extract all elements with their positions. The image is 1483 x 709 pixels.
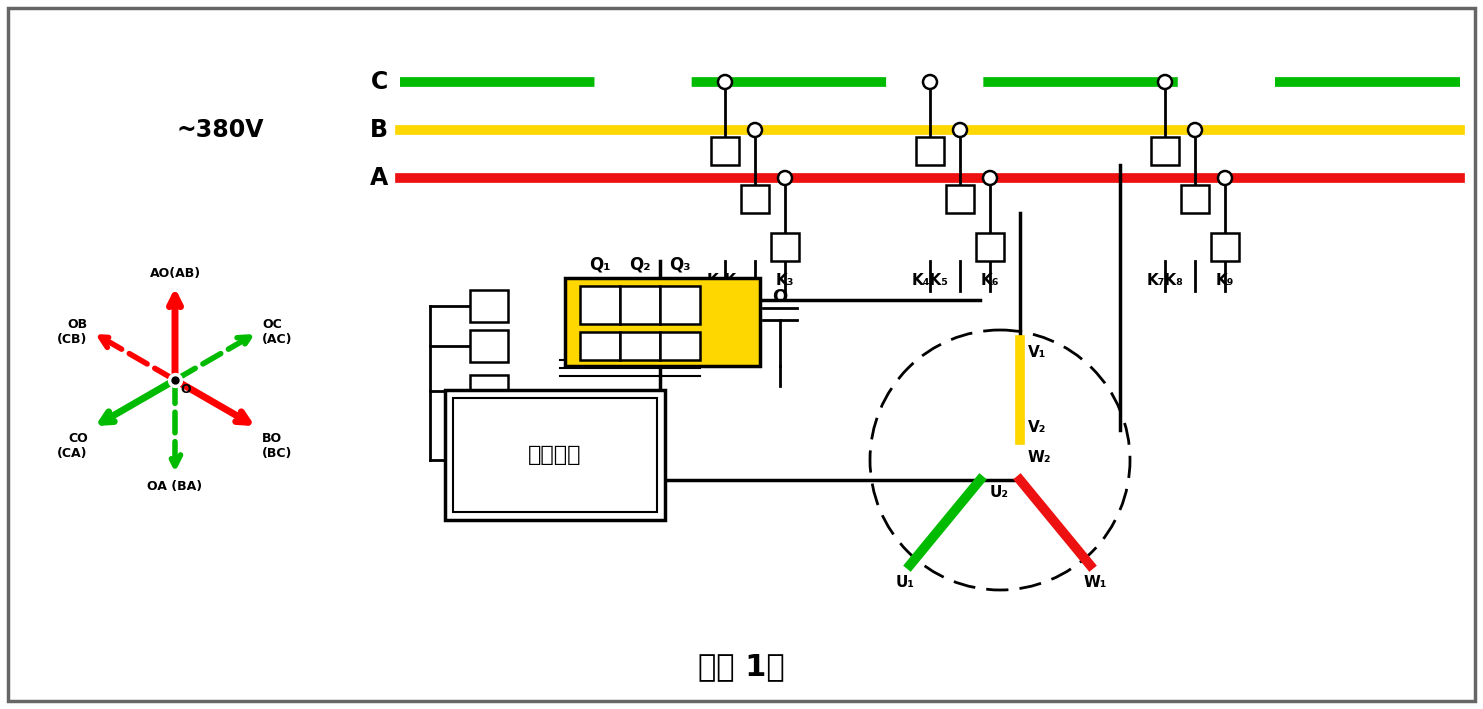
Circle shape — [1218, 171, 1232, 185]
Bar — [620, 332, 660, 360]
Text: AO(AB): AO(AB) — [150, 267, 200, 280]
Bar — [565, 278, 759, 366]
Text: K₃: K₃ — [776, 273, 795, 288]
Text: OB
(CB): OB (CB) — [58, 318, 87, 347]
Bar — [710, 137, 739, 165]
Bar — [620, 286, 660, 324]
Bar — [771, 233, 799, 261]
Text: B: B — [369, 118, 389, 142]
Bar — [580, 286, 620, 324]
Text: CO
(CA): CO (CA) — [58, 432, 87, 461]
Text: Q₁: Q₁ — [589, 255, 611, 273]
Circle shape — [1188, 123, 1203, 137]
Circle shape — [954, 123, 967, 137]
Text: O: O — [179, 383, 191, 396]
Bar — [660, 286, 700, 324]
Text: K₉: K₉ — [1216, 273, 1234, 288]
Text: 【图 1】: 【图 1】 — [698, 652, 785, 681]
Text: ~380V: ~380V — [176, 118, 264, 142]
Text: C: C — [371, 70, 389, 94]
Bar — [445, 390, 664, 520]
Text: O: O — [773, 288, 787, 306]
Bar — [916, 137, 945, 165]
Bar — [1180, 185, 1209, 213]
Bar — [1151, 137, 1179, 165]
Bar — [976, 233, 1004, 261]
Circle shape — [779, 171, 792, 185]
Text: V₁: V₁ — [1028, 345, 1047, 360]
Bar — [1212, 233, 1238, 261]
Text: Q₃: Q₃ — [669, 255, 691, 273]
Bar — [470, 290, 509, 322]
Text: OC
(AC): OC (AC) — [262, 318, 292, 347]
Bar — [660, 332, 700, 360]
Text: OA (BA): OA (BA) — [147, 480, 203, 493]
Text: BO
(BC): BO (BC) — [262, 432, 292, 461]
Text: K₁K₂: K₁K₂ — [706, 273, 743, 288]
Bar — [452, 398, 657, 512]
Circle shape — [922, 75, 937, 89]
Text: V₂: V₂ — [1028, 420, 1047, 435]
Circle shape — [983, 171, 997, 185]
Text: U₂: U₂ — [991, 485, 1008, 500]
Text: K₄K₅: K₄K₅ — [912, 273, 949, 288]
Text: K₆: K₆ — [980, 273, 1000, 288]
Text: W₁: W₁ — [1083, 575, 1106, 590]
Bar — [580, 332, 620, 360]
Text: W₂: W₂ — [1028, 450, 1051, 465]
Circle shape — [1158, 75, 1172, 89]
Circle shape — [718, 75, 733, 89]
Bar — [742, 185, 770, 213]
Text: Q₂: Q₂ — [629, 255, 651, 273]
Text: K₇K₈: K₇K₈ — [1146, 273, 1183, 288]
Bar — [946, 185, 974, 213]
Circle shape — [871, 330, 1130, 590]
Text: U₁: U₁ — [896, 575, 915, 590]
Bar — [470, 375, 509, 407]
Text: 控制装置: 控制装置 — [528, 445, 581, 465]
Bar — [470, 330, 509, 362]
Text: A: A — [369, 166, 389, 190]
Circle shape — [747, 123, 762, 137]
FancyBboxPatch shape — [7, 8, 1476, 701]
